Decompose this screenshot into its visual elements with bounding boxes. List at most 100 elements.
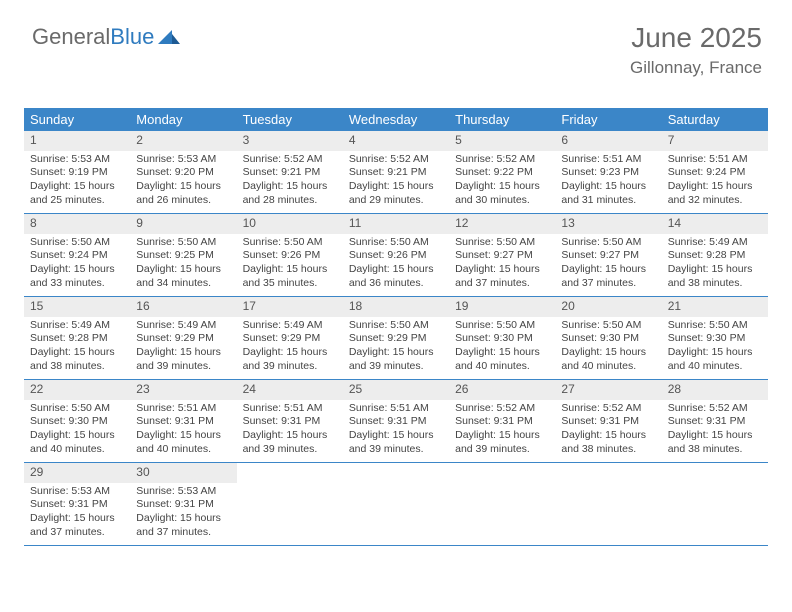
day-number: 25	[343, 380, 449, 400]
day-number: 3	[237, 131, 343, 151]
day-details: Sunrise: 5:52 AMSunset: 9:21 PMDaylight:…	[343, 153, 449, 208]
day-number: 7	[662, 131, 768, 151]
day-header-row: SundayMondayTuesdayWednesdayThursdayFrid…	[24, 108, 768, 131]
day-number: 1	[24, 131, 130, 151]
day-details: Sunrise: 5:53 AMSunset: 9:31 PMDaylight:…	[130, 485, 236, 540]
day-header-cell: Thursday	[449, 108, 555, 131]
day-cell: 22Sunrise: 5:50 AMSunset: 9:30 PMDayligh…	[24, 380, 130, 462]
day-details: Sunrise: 5:52 AMSunset: 9:21 PMDaylight:…	[237, 153, 343, 208]
day-details: Sunrise: 5:52 AMSunset: 9:31 PMDaylight:…	[555, 402, 661, 457]
day-details: Sunrise: 5:50 AMSunset: 9:30 PMDaylight:…	[449, 319, 555, 374]
day-number: 26	[449, 380, 555, 400]
day-header-cell: Saturday	[662, 108, 768, 131]
day-number: 9	[130, 214, 236, 234]
day-number: 30	[130, 463, 236, 483]
day-cell: 16Sunrise: 5:49 AMSunset: 9:29 PMDayligh…	[130, 297, 236, 379]
logo-text-general: General	[32, 24, 110, 50]
month-title: June 2025	[630, 22, 762, 54]
day-cell: 3Sunrise: 5:52 AMSunset: 9:21 PMDaylight…	[237, 131, 343, 213]
day-details: Sunrise: 5:52 AMSunset: 9:22 PMDaylight:…	[449, 153, 555, 208]
day-cell	[449, 463, 555, 545]
day-cell: 18Sunrise: 5:50 AMSunset: 9:29 PMDayligh…	[343, 297, 449, 379]
day-cell: 17Sunrise: 5:49 AMSunset: 9:29 PMDayligh…	[237, 297, 343, 379]
day-cell: 5Sunrise: 5:52 AMSunset: 9:22 PMDaylight…	[449, 131, 555, 213]
day-details: Sunrise: 5:49 AMSunset: 9:28 PMDaylight:…	[662, 236, 768, 291]
day-number: 11	[343, 214, 449, 234]
day-header-cell: Wednesday	[343, 108, 449, 131]
day-details: Sunrise: 5:49 AMSunset: 9:29 PMDaylight:…	[237, 319, 343, 374]
day-number: 27	[555, 380, 661, 400]
day-cell: 27Sunrise: 5:52 AMSunset: 9:31 PMDayligh…	[555, 380, 661, 462]
day-cell: 1Sunrise: 5:53 AMSunset: 9:19 PMDaylight…	[24, 131, 130, 213]
day-cell	[662, 463, 768, 545]
day-cell: 30Sunrise: 5:53 AMSunset: 9:31 PMDayligh…	[130, 463, 236, 545]
day-number: 4	[343, 131, 449, 151]
day-number: 17	[237, 297, 343, 317]
day-details: Sunrise: 5:53 AMSunset: 9:31 PMDaylight:…	[24, 485, 130, 540]
day-cell: 19Sunrise: 5:50 AMSunset: 9:30 PMDayligh…	[449, 297, 555, 379]
day-cell: 20Sunrise: 5:50 AMSunset: 9:30 PMDayligh…	[555, 297, 661, 379]
week-row: 29Sunrise: 5:53 AMSunset: 9:31 PMDayligh…	[24, 463, 768, 546]
day-cell	[555, 463, 661, 545]
day-number: 23	[130, 380, 236, 400]
day-details: Sunrise: 5:50 AMSunset: 9:30 PMDaylight:…	[24, 402, 130, 457]
day-cell: 14Sunrise: 5:49 AMSunset: 9:28 PMDayligh…	[662, 214, 768, 296]
day-number: 15	[24, 297, 130, 317]
day-details: Sunrise: 5:51 AMSunset: 9:31 PMDaylight:…	[130, 402, 236, 457]
day-details: Sunrise: 5:51 AMSunset: 9:31 PMDaylight:…	[237, 402, 343, 457]
day-header-cell: Monday	[130, 108, 236, 131]
day-number: 19	[449, 297, 555, 317]
day-cell: 15Sunrise: 5:49 AMSunset: 9:28 PMDayligh…	[24, 297, 130, 379]
day-cell: 29Sunrise: 5:53 AMSunset: 9:31 PMDayligh…	[24, 463, 130, 545]
day-details: Sunrise: 5:50 AMSunset: 9:30 PMDaylight:…	[555, 319, 661, 374]
day-cell: 10Sunrise: 5:50 AMSunset: 9:26 PMDayligh…	[237, 214, 343, 296]
day-cell	[343, 463, 449, 545]
day-number: 16	[130, 297, 236, 317]
day-details: Sunrise: 5:50 AMSunset: 9:29 PMDaylight:…	[343, 319, 449, 374]
day-cell: 28Sunrise: 5:52 AMSunset: 9:31 PMDayligh…	[662, 380, 768, 462]
day-number: 13	[555, 214, 661, 234]
day-details: Sunrise: 5:50 AMSunset: 9:25 PMDaylight:…	[130, 236, 236, 291]
day-details: Sunrise: 5:51 AMSunset: 9:31 PMDaylight:…	[343, 402, 449, 457]
day-number: 18	[343, 297, 449, 317]
day-number: 29	[24, 463, 130, 483]
day-details: Sunrise: 5:51 AMSunset: 9:23 PMDaylight:…	[555, 153, 661, 208]
day-header-cell: Sunday	[24, 108, 130, 131]
day-number: 12	[449, 214, 555, 234]
week-row: 1Sunrise: 5:53 AMSunset: 9:19 PMDaylight…	[24, 131, 768, 214]
week-row: 22Sunrise: 5:50 AMSunset: 9:30 PMDayligh…	[24, 380, 768, 463]
day-details: Sunrise: 5:53 AMSunset: 9:20 PMDaylight:…	[130, 153, 236, 208]
day-cell: 13Sunrise: 5:50 AMSunset: 9:27 PMDayligh…	[555, 214, 661, 296]
day-number: 8	[24, 214, 130, 234]
header-right: June 2025 Gillonnay, France	[630, 22, 762, 78]
day-cell: 24Sunrise: 5:51 AMSunset: 9:31 PMDayligh…	[237, 380, 343, 462]
day-details: Sunrise: 5:50 AMSunset: 9:30 PMDaylight:…	[662, 319, 768, 374]
week-row: 8Sunrise: 5:50 AMSunset: 9:24 PMDaylight…	[24, 214, 768, 297]
day-details: Sunrise: 5:50 AMSunset: 9:27 PMDaylight:…	[449, 236, 555, 291]
day-cell: 4Sunrise: 5:52 AMSunset: 9:21 PMDaylight…	[343, 131, 449, 213]
day-details: Sunrise: 5:52 AMSunset: 9:31 PMDaylight:…	[449, 402, 555, 457]
day-details: Sunrise: 5:50 AMSunset: 9:26 PMDaylight:…	[237, 236, 343, 291]
logo: GeneralBlue	[32, 24, 180, 50]
week-row: 15Sunrise: 5:49 AMSunset: 9:28 PMDayligh…	[24, 297, 768, 380]
day-cell	[237, 463, 343, 545]
day-details: Sunrise: 5:49 AMSunset: 9:29 PMDaylight:…	[130, 319, 236, 374]
calendar: SundayMondayTuesdayWednesdayThursdayFrid…	[24, 108, 768, 546]
day-cell: 7Sunrise: 5:51 AMSunset: 9:24 PMDaylight…	[662, 131, 768, 213]
day-details: Sunrise: 5:50 AMSunset: 9:24 PMDaylight:…	[24, 236, 130, 291]
day-cell: 23Sunrise: 5:51 AMSunset: 9:31 PMDayligh…	[130, 380, 236, 462]
day-details: Sunrise: 5:50 AMSunset: 9:26 PMDaylight:…	[343, 236, 449, 291]
logo-triangle-icon	[158, 24, 180, 50]
day-number: 5	[449, 131, 555, 151]
day-number: 28	[662, 380, 768, 400]
day-cell: 25Sunrise: 5:51 AMSunset: 9:31 PMDayligh…	[343, 380, 449, 462]
logo-text-blue: Blue	[110, 24, 154, 50]
day-number: 6	[555, 131, 661, 151]
day-details: Sunrise: 5:52 AMSunset: 9:31 PMDaylight:…	[662, 402, 768, 457]
day-header-cell: Tuesday	[237, 108, 343, 131]
day-cell: 2Sunrise: 5:53 AMSunset: 9:20 PMDaylight…	[130, 131, 236, 213]
day-header-cell: Friday	[555, 108, 661, 131]
day-number: 10	[237, 214, 343, 234]
day-number: 22	[24, 380, 130, 400]
day-cell: 11Sunrise: 5:50 AMSunset: 9:26 PMDayligh…	[343, 214, 449, 296]
